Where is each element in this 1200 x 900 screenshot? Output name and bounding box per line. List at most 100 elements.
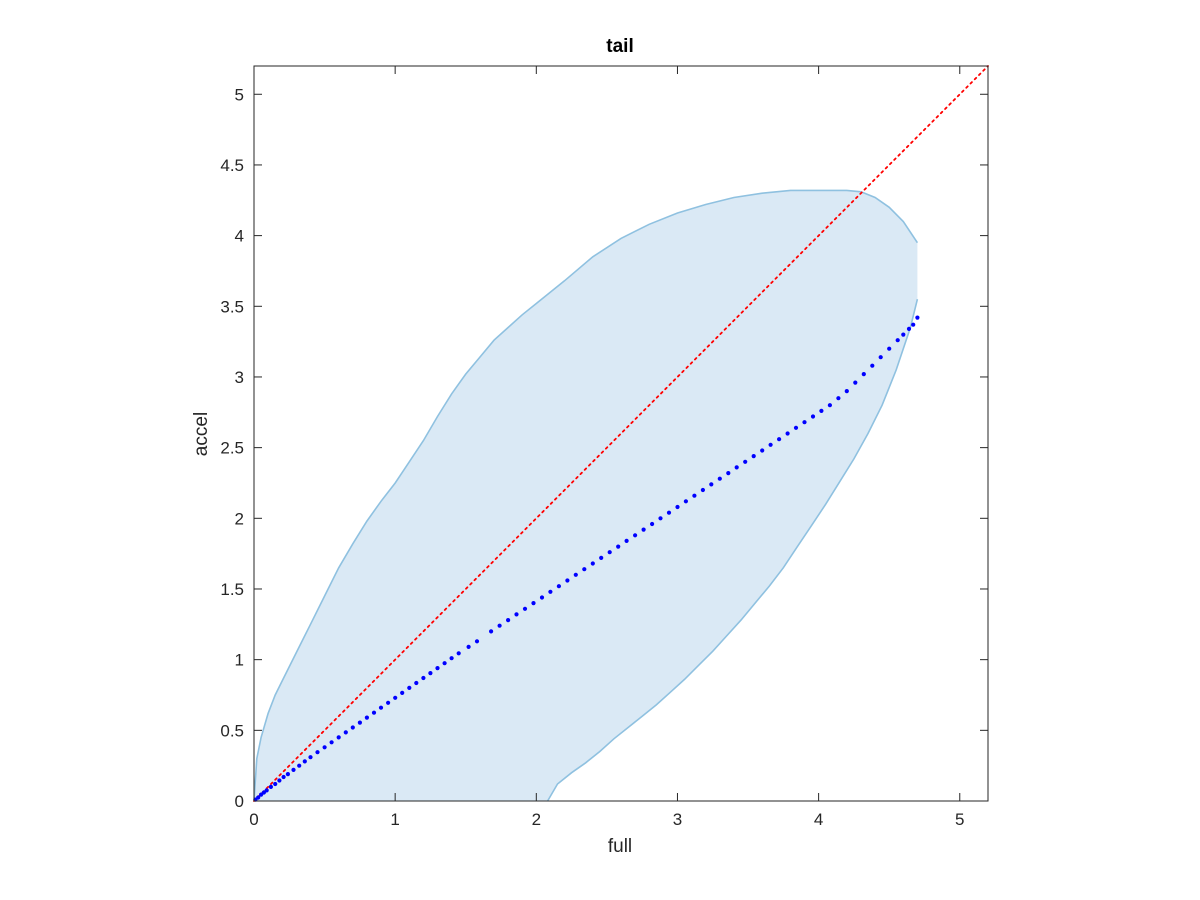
data-point: [675, 504, 680, 510]
x-tick-label: 2: [532, 810, 541, 829]
data-point: [556, 584, 562, 589]
data-point: [768, 442, 773, 447]
plot-frame: [253, 65, 989, 802]
data-point: [607, 550, 612, 555]
data-point: [599, 555, 604, 561]
data-point: [734, 465, 739, 470]
data-point: [700, 487, 706, 493]
x-tick-label: 3: [673, 810, 682, 829]
confidence-band: [253, 189, 919, 802]
data-point: [906, 326, 912, 331]
y-tick-label: 3: [235, 368, 244, 387]
data-point: [641, 527, 646, 532]
chart-title: tail: [606, 36, 633, 57]
y-tick-label: 3.5: [220, 297, 244, 316]
data-point: [343, 730, 348, 735]
data-point: [308, 755, 313, 760]
data-point: [378, 705, 384, 710]
data-point: [497, 623, 502, 628]
data-point: [474, 639, 480, 644]
data-point: [456, 651, 461, 656]
data-point: [793, 425, 799, 430]
data-points: [253, 315, 920, 802]
data-point: [616, 544, 621, 549]
data-point: [400, 690, 405, 696]
data-point: [870, 363, 875, 368]
data-point: [268, 784, 273, 790]
data-point: [329, 740, 334, 745]
y-tick-label: 1: [235, 651, 244, 670]
data-point: [371, 710, 377, 715]
data-point: [915, 315, 920, 320]
data-point: [785, 431, 790, 436]
data-point: [264, 788, 269, 793]
data-point: [901, 332, 906, 337]
data-point: [522, 606, 528, 611]
y-axis-label: accel: [191, 412, 212, 456]
x-tick-label: 4: [814, 810, 823, 829]
y-tick-label: 2.5: [220, 439, 244, 458]
y-tick-label: 4: [235, 227, 244, 246]
reference-line: [253, 65, 989, 802]
data-point: [666, 510, 672, 515]
y-tick-label: 0: [235, 792, 244, 811]
data-point: [911, 322, 916, 327]
x-axis-ticks: 0 1 2 3 4 5: [249, 66, 965, 829]
band-lower-edge: [546, 299, 919, 802]
data-point: [393, 695, 398, 700]
data-point: [322, 745, 327, 750]
data-point: [709, 482, 714, 487]
data-point: [297, 763, 302, 768]
data-point: [421, 675, 426, 681]
x-tick-label: 5: [955, 810, 964, 829]
data-point: [336, 735, 341, 740]
data-point: [386, 700, 391, 705]
y-tick-label: 4.5: [220, 156, 244, 175]
data-point: [364, 715, 369, 720]
data-point: [836, 396, 841, 401]
data-point: [844, 389, 849, 394]
data-point: [302, 759, 307, 764]
data-point: [357, 720, 362, 725]
axes-frame: [253, 65, 989, 802]
x-axis-label: full: [608, 836, 632, 857]
data-point: [633, 533, 638, 538]
y-tick-label: 2: [235, 509, 244, 528]
data-point: [539, 595, 545, 600]
data-point: [819, 408, 824, 413]
data-point: [291, 767, 296, 773]
data-point: [717, 476, 722, 481]
data-point: [428, 671, 433, 676]
data-point: [726, 471, 731, 476]
data-point: [810, 414, 816, 419]
data-point: [650, 521, 655, 527]
data-point: [256, 795, 261, 800]
data-point: [285, 772, 290, 777]
data-point: [887, 346, 892, 351]
data-point: [861, 372, 866, 377]
data-point: [407, 685, 412, 691]
data-point: [827, 403, 833, 408]
data-point: [449, 656, 454, 661]
data-point: [582, 567, 587, 572]
data-point: [506, 618, 511, 623]
data-point: [573, 572, 578, 577]
band-fill: [254, 190, 918, 801]
data-point: [878, 355, 883, 360]
data-point: [277, 778, 282, 783]
y-tick-label: 5: [235, 85, 244, 104]
data-point: [760, 448, 765, 453]
band-upper-edge: [253, 189, 919, 802]
x-tick-label: 0: [249, 810, 258, 829]
data-point: [565, 578, 570, 583]
data-point: [853, 380, 858, 385]
data-point: [414, 680, 419, 686]
data-point: [315, 750, 320, 755]
data-point: [350, 725, 355, 730]
data-point: [692, 493, 697, 498]
data-point: [683, 499, 689, 504]
y-axis-ticks: 0 0.5 1 1.5 2 2.5 3 3.5 4 4.5 5: [220, 85, 988, 811]
data-point: [466, 644, 471, 650]
data-point: [751, 454, 756, 459]
data-point: [590, 561, 595, 566]
